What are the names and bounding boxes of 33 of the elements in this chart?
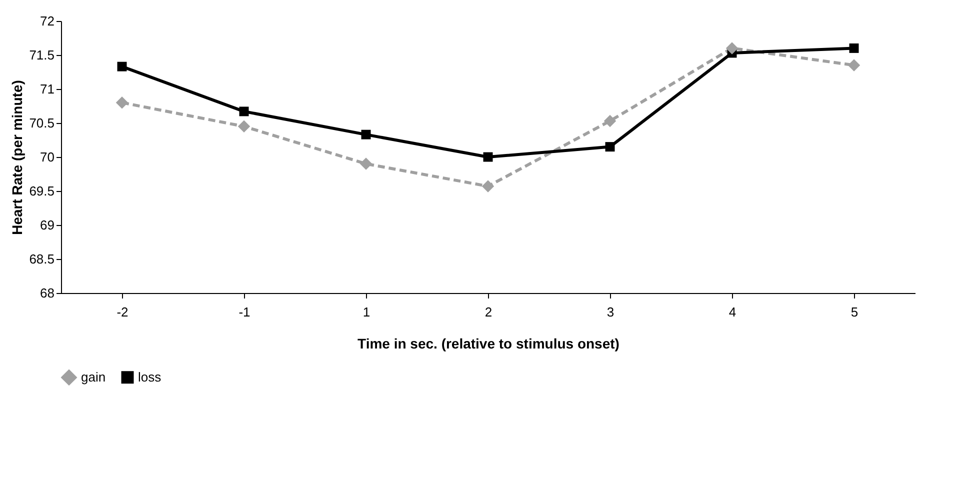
y-tick-label: 69.5 [29,184,54,198]
x-tick-label: 2 [484,304,492,320]
y-tick-label: 68 [40,286,54,300]
point [605,142,615,152]
legend-label: loss [138,369,162,384]
x-tick-label: 5 [850,304,858,320]
x-tick-label: -1 [238,304,250,320]
point [361,130,371,140]
y-tick-label: 71 [40,82,54,96]
y-tick-label: 70.5 [29,116,54,130]
y-axis-title: Heart Rate (per minute) [9,80,26,235]
point [117,62,127,72]
point [849,43,859,53]
x-axis-title: Time in sec. (relative to stimulus onset) [358,336,620,352]
x-tick-label: 3 [606,304,614,320]
y-tick-label: 69 [40,218,54,232]
point [482,180,494,192]
y-tick-label: 72 [40,14,54,28]
point [116,96,128,109]
y-tick-label: 68.5 [29,252,54,266]
point [848,59,860,72]
point [239,106,249,116]
x-tick-label: 1 [362,304,370,320]
point [604,114,616,128]
x-tick-label: 4 [728,304,736,320]
point [238,120,250,133]
x-tick-label: -2 [116,304,128,320]
point [483,152,493,162]
legend-label: gain [81,369,106,384]
y-tick-label: 70 [40,150,54,164]
point [360,158,372,170]
y-tick-label: 71.5 [29,48,54,62]
point [726,42,738,54]
